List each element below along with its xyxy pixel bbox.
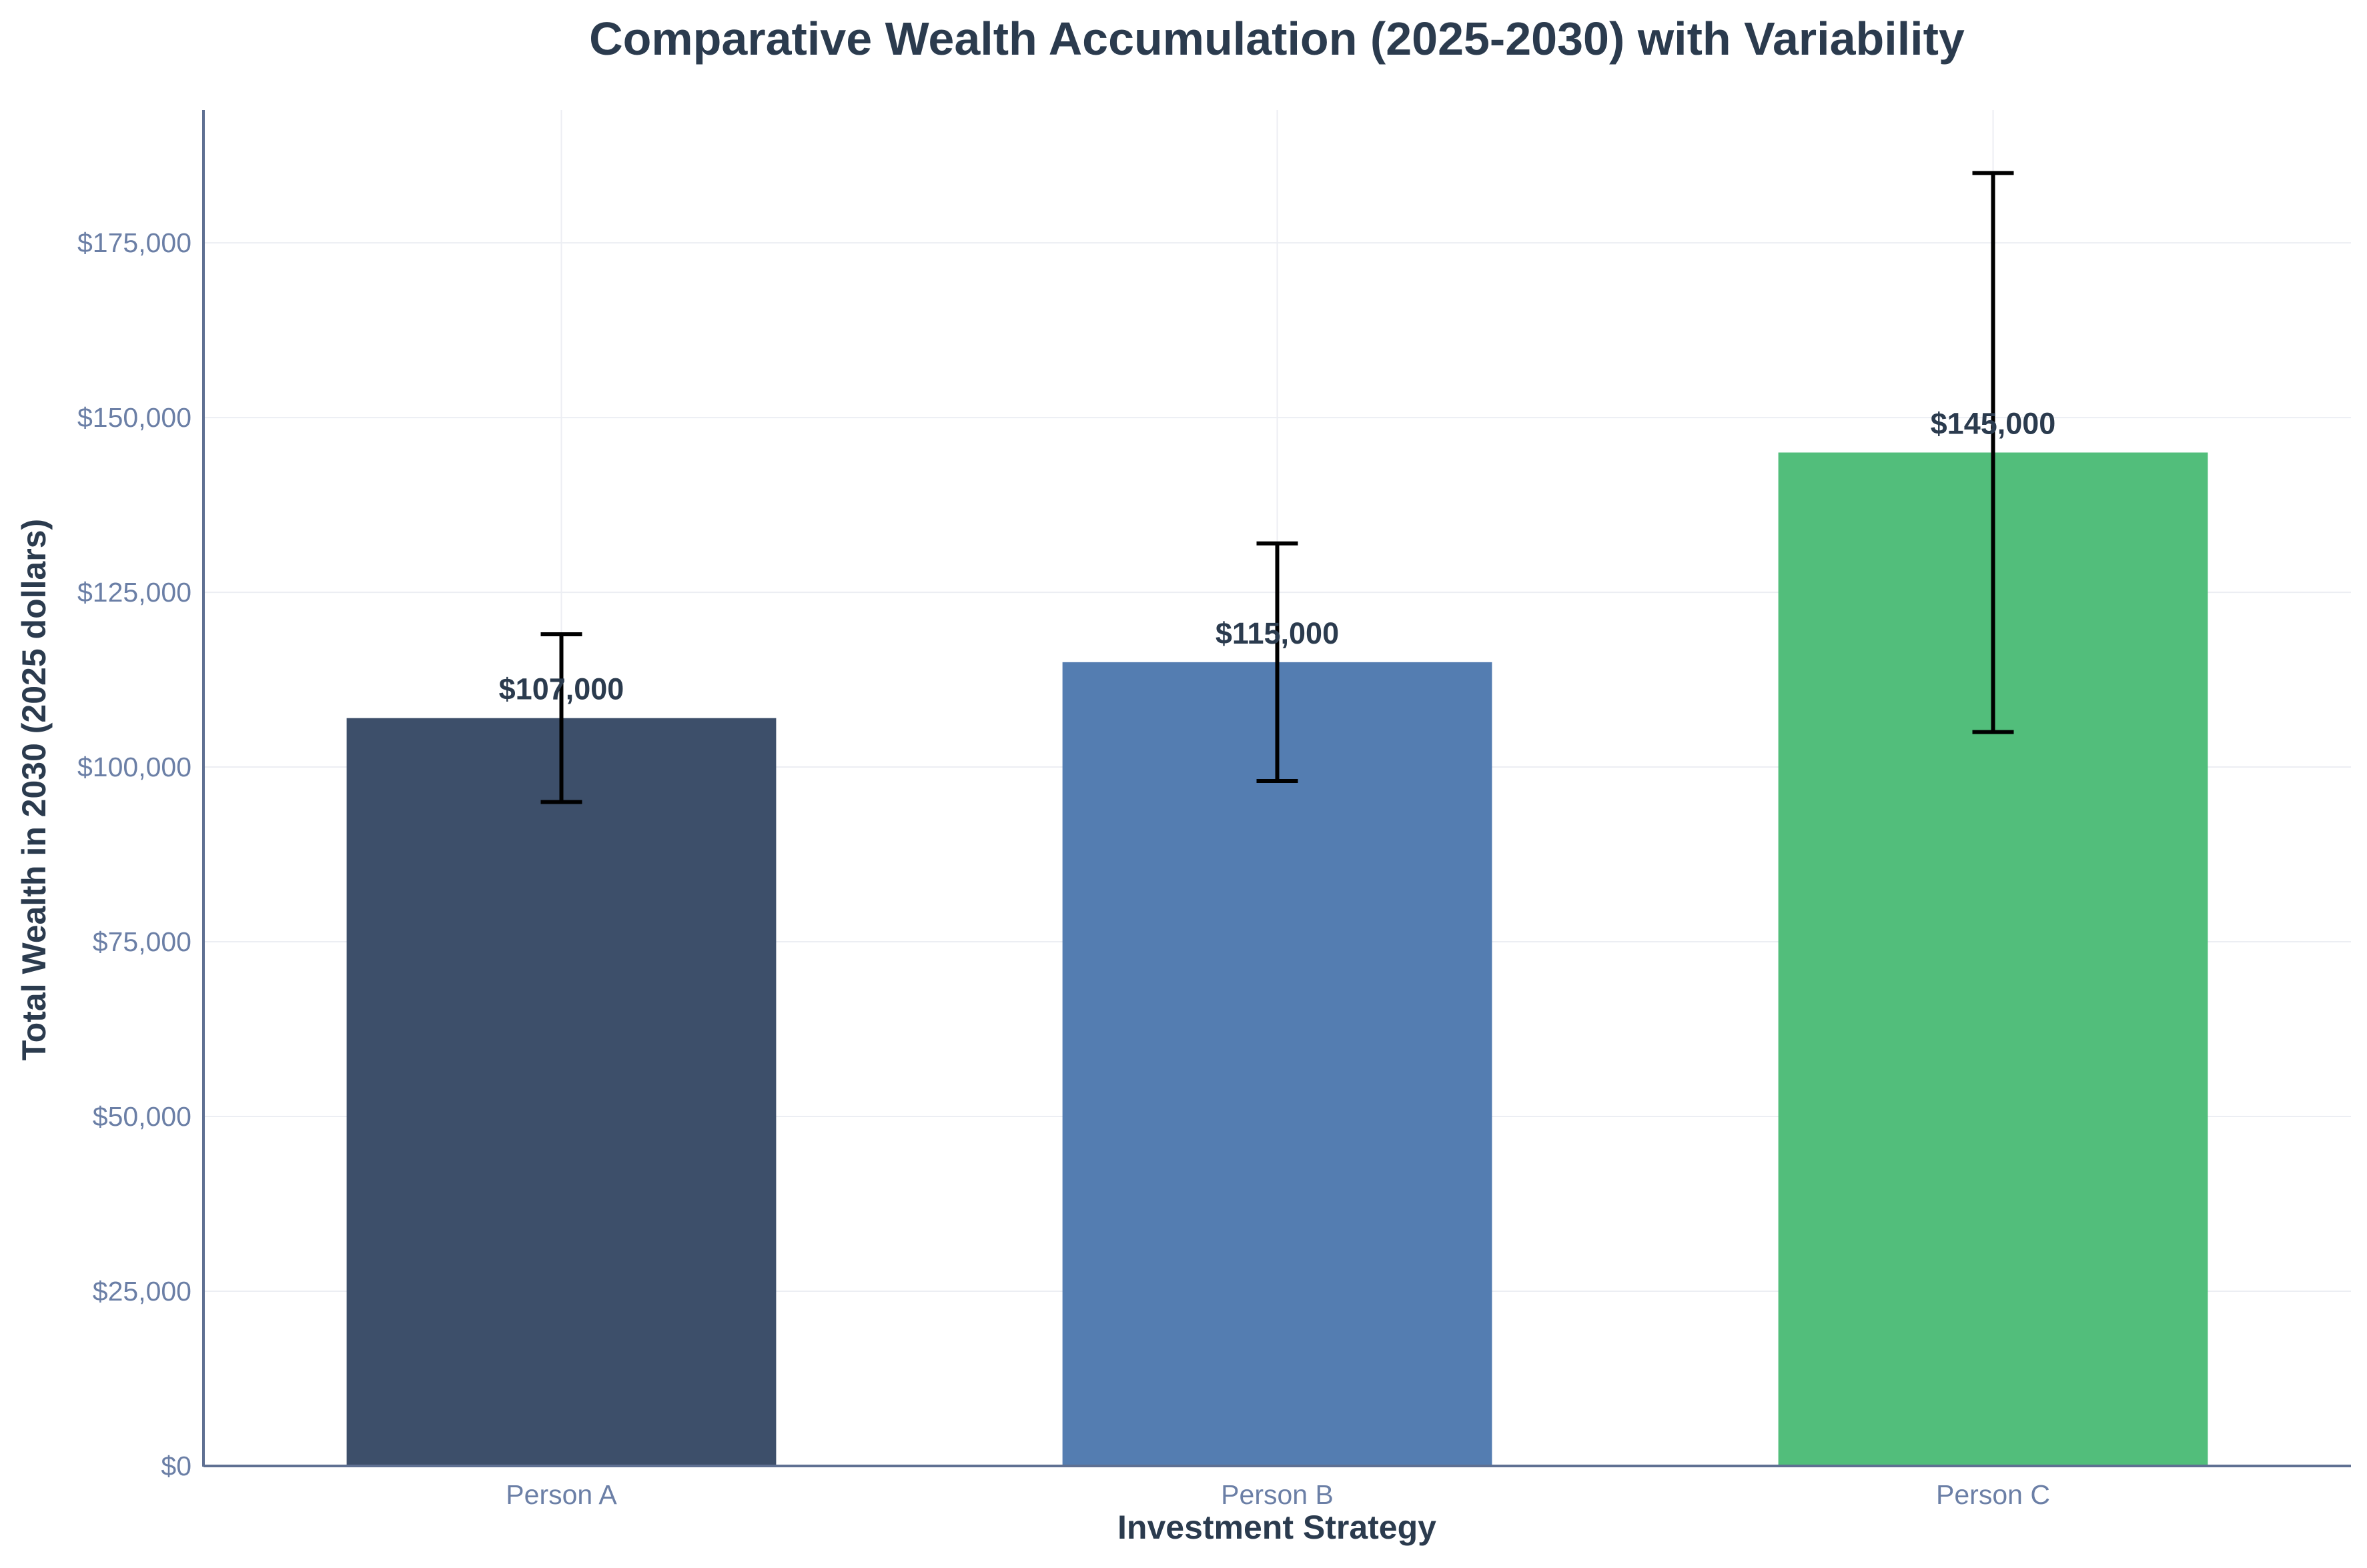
y-tick-label: $100,000 (77, 752, 191, 782)
x-tick-label: Person B (1221, 1479, 1334, 1510)
bars (346, 452, 2208, 1467)
x-axis-title: Investment Strategy (1117, 1509, 1436, 1546)
data-label: $145,000 (1931, 406, 2056, 440)
data-label: $115,000 (1216, 616, 1339, 650)
bar (346, 718, 777, 1466)
y-tick-label: $50,000 (93, 1101, 191, 1132)
x-tick-label: Person A (506, 1479, 617, 1510)
error-bars (540, 171, 2014, 804)
y-axis-title: Total Wealth in 2030 (2025 dollars) (15, 519, 53, 1060)
bar (1062, 662, 1492, 1467)
axes (202, 110, 2351, 1467)
data-label: $107,000 (499, 672, 624, 706)
y-tick-labels: $0 $25,000 $50,000 $75,000 $100,000 $125,000 $… (77, 227, 191, 1481)
y-tick-label: $75,000 (93, 926, 191, 957)
y-tick-label: $0 (161, 1451, 191, 1481)
chart-title: Comparative Wealth Accumulation (2025-20… (589, 13, 1965, 65)
x-tick-labels: Person A Person B Person C (506, 1479, 2050, 1510)
x-tick-label: Person C (1936, 1479, 2050, 1510)
y-tick-label: $175,000 (77, 227, 191, 258)
y-tick-label: $25,000 (93, 1276, 191, 1307)
y-tick-label: $150,000 (77, 402, 191, 433)
data-labels: $107,000 $115,000 $145,000 (499, 406, 2056, 706)
y-tick-label: $125,000 (77, 577, 191, 608)
